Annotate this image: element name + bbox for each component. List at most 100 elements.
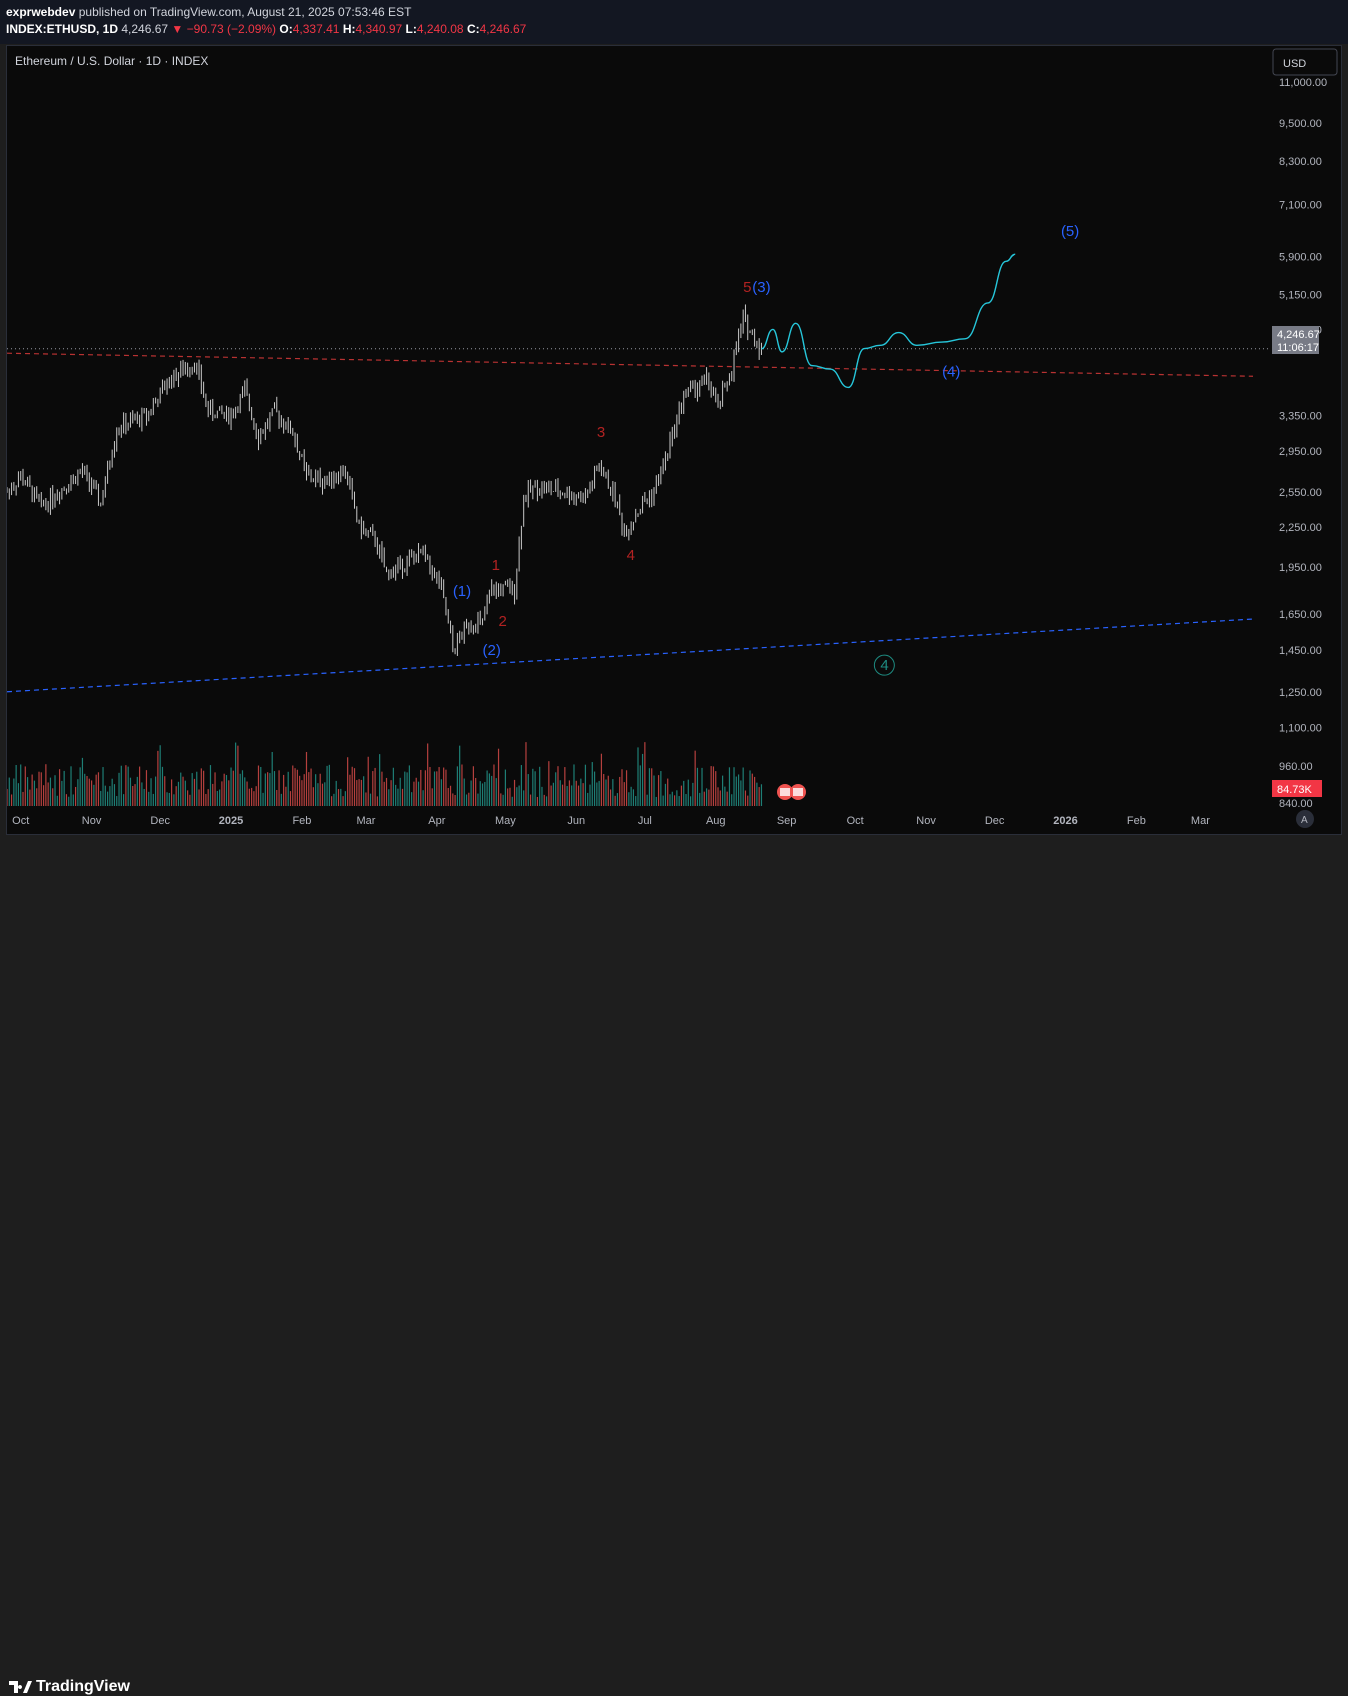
volume-bar <box>70 766 71 806</box>
volume-bar <box>276 790 277 806</box>
volume-bar <box>436 771 437 806</box>
auto-scale-button[interactable]: A <box>1296 810 1314 828</box>
volume-bar <box>754 777 755 806</box>
volume-bar <box>450 786 451 806</box>
volume-bar <box>455 795 456 806</box>
x-tick-label: Jun <box>567 815 585 827</box>
volume-bar <box>747 796 748 806</box>
volume-bar <box>580 779 581 806</box>
volume-bar <box>301 780 302 806</box>
wave-label: 3 <box>597 424 605 441</box>
volume-bar <box>333 794 334 806</box>
volume-bar <box>166 792 167 806</box>
event-flags[interactable] <box>777 784 806 800</box>
volume-bar <box>214 772 215 806</box>
volume-bar <box>36 788 37 806</box>
volume-bar <box>260 767 261 806</box>
volume-bar <box>171 779 172 806</box>
volume-bar <box>43 785 44 806</box>
volume-bar <box>89 779 90 806</box>
volume-bar <box>530 795 531 806</box>
volume-bar <box>571 785 572 806</box>
volume-bar <box>603 774 604 806</box>
volume-bar <box>102 767 103 806</box>
volume-bar <box>404 772 405 806</box>
volume-bar <box>304 774 305 806</box>
volume-bar <box>445 770 446 806</box>
volume-bar <box>500 793 501 806</box>
volume-bar <box>749 770 750 806</box>
volume-bar <box>148 792 149 806</box>
volume-bar <box>555 772 556 806</box>
volume-bar <box>345 791 346 806</box>
volume-bar <box>224 774 225 806</box>
wave-label: 4 <box>880 657 888 674</box>
volume-bar <box>443 768 444 806</box>
volume-bar <box>484 782 485 806</box>
tradingview-logo-icon <box>8 1680 32 1694</box>
volume-bar <box>331 796 332 806</box>
volume-bar <box>91 780 92 806</box>
volume-bar <box>281 794 282 806</box>
tradingview-logo[interactable]: TradingView <box>8 1678 130 1696</box>
y-tick-label: 8,300.00 <box>1279 156 1322 168</box>
volume-bar <box>688 780 689 806</box>
volume-bar <box>29 790 30 806</box>
x-tick-label: Dec <box>150 815 170 827</box>
volume-bar <box>496 778 497 806</box>
volume-bar <box>438 767 439 806</box>
volume-bar <box>288 772 289 806</box>
volume-bar <box>475 778 476 806</box>
y-tick-label: 2,550.00 <box>1279 487 1322 499</box>
volume-bar <box>528 774 529 806</box>
volume-bar <box>306 752 307 806</box>
volume-bar <box>48 782 49 806</box>
volume-bar <box>176 786 177 806</box>
price-badge-countdown: 11:06:17 <box>1277 342 1319 354</box>
y-tick-label: 1,650.00 <box>1279 609 1322 621</box>
volume-bar <box>34 781 35 806</box>
quote-line: INDEX:ETHUSD, 1D 4,246.67 ▼ −90.73 (−2.0… <box>6 22 526 36</box>
volume-bar <box>729 767 730 806</box>
volume-bar <box>397 789 398 806</box>
volume-bar <box>578 786 579 806</box>
y-tick-label: 1,250.00 <box>1279 687 1322 699</box>
x-tick-label: Oct <box>847 815 864 827</box>
currency-button[interactable]: USD <box>1273 49 1337 75</box>
volume-bar <box>658 775 659 806</box>
wave-label: 4 <box>627 547 635 564</box>
volume-bar <box>619 777 620 806</box>
y-tick-label: 1,950.00 <box>1279 562 1322 574</box>
volume-bar <box>557 766 558 806</box>
y-tick-label: 1,100.00 <box>1279 723 1322 735</box>
resistance-trendline <box>7 353 1253 376</box>
volume-bar <box>537 797 538 806</box>
volume-bar <box>640 765 641 806</box>
volume-bar <box>699 793 700 806</box>
volume-bar <box>125 765 126 806</box>
volume-bar <box>57 796 58 806</box>
volume-bar <box>361 780 362 806</box>
volume-bar <box>505 770 506 806</box>
volume-bar <box>674 795 675 806</box>
volume-bar <box>596 782 597 806</box>
volume-bar <box>246 782 247 806</box>
volume-bar <box>706 788 707 806</box>
volume-bar <box>413 782 414 806</box>
volume-bar <box>434 771 435 806</box>
volume-bar <box>599 781 600 806</box>
volume-bar <box>516 787 517 806</box>
x-tick-label: Aug <box>706 815 726 827</box>
author-name[interactable]: exprwebdev <box>6 5 75 19</box>
volume-bar <box>395 785 396 806</box>
volume-bar <box>679 796 680 806</box>
volume-bar <box>262 793 263 806</box>
volume-bar <box>141 782 142 806</box>
x-tick-label: Mar <box>1191 815 1210 827</box>
volume-bar <box>13 779 14 806</box>
volume-bar <box>503 795 504 806</box>
support-trendline <box>7 619 1253 692</box>
volume-bar <box>150 778 151 806</box>
